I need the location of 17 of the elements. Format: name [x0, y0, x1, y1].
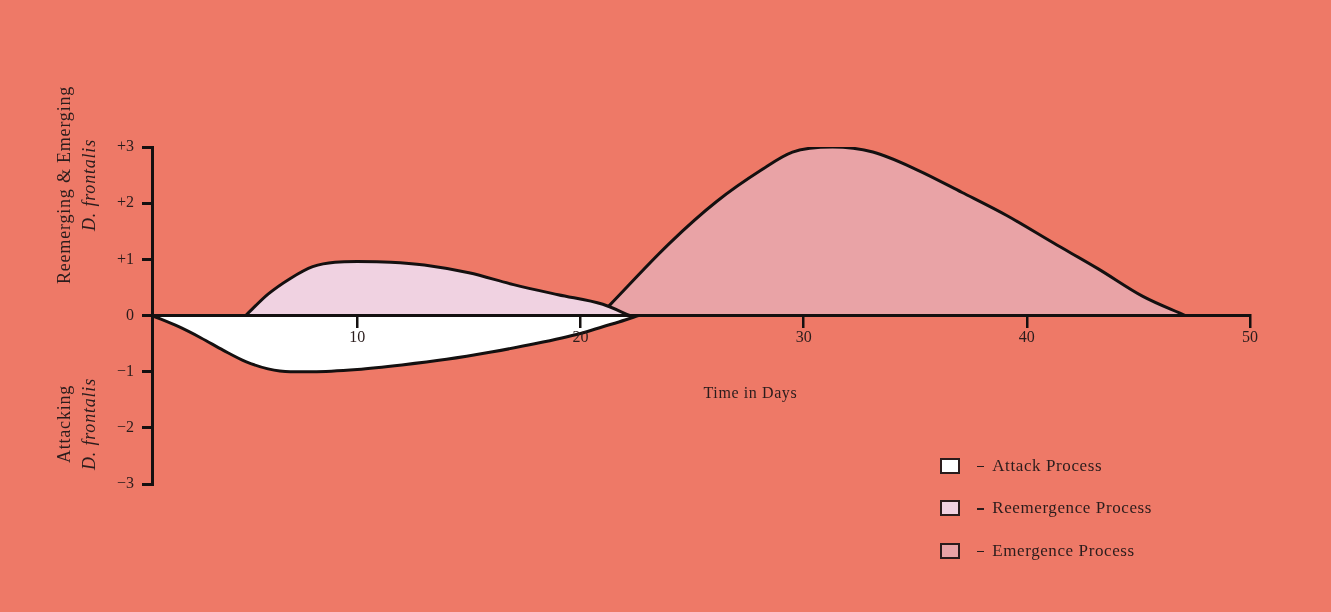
y-axis-title: Reemerging & Emerging D. frontalis [53, 85, 99, 285]
x-axis-title: Time in Days [703, 383, 798, 402]
legend-label: Emergence Process [966, 540, 1135, 561]
y-tick-label: −3 [116, 474, 134, 492]
y-tick-label: 0 [126, 305, 134, 323]
x-tick-label: 40 [1018, 327, 1035, 345]
legend-label: Reemergence Process [966, 498, 1152, 519]
y-tick-label: +2 [116, 193, 134, 211]
y-tick-label: −1 [116, 361, 134, 379]
y-tick-label: −2 [116, 418, 134, 436]
x-tick-label: 10 [349, 327, 366, 345]
x-tick-label: 50 [1242, 327, 1258, 345]
legend-label: Attack Process [966, 455, 1103, 476]
y-tick-label: +1 [116, 249, 134, 267]
x-tick-label: 30 [795, 327, 812, 345]
text: Attacking D. frontalis [53, 378, 99, 471]
y-tick-label: +3 [116, 137, 134, 155]
